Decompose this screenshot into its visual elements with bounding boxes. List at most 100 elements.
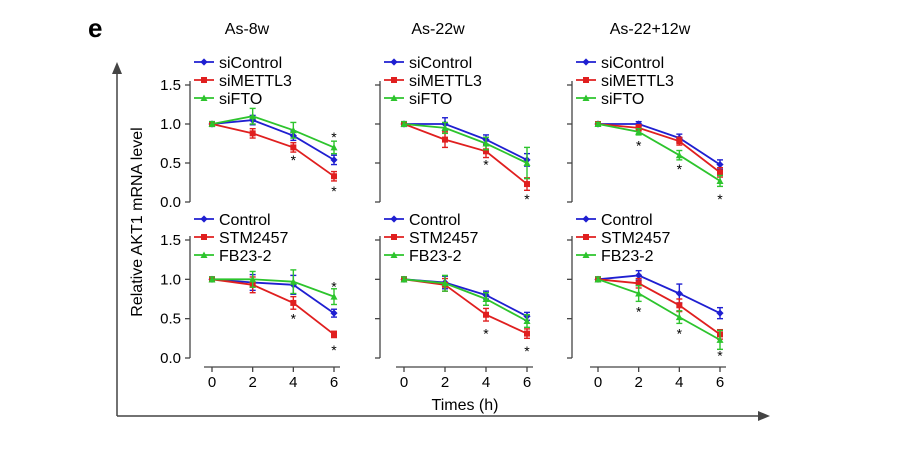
data-point: [524, 181, 530, 188]
data-point: [635, 120, 643, 128]
data-point: [675, 289, 683, 298]
legend-marker: [582, 215, 590, 223]
legend-marker: [390, 215, 398, 223]
data-point: [523, 317, 531, 325]
significance-marker: *: [677, 161, 683, 177]
series-line: [403, 123, 528, 164]
x-axis-title: Times (h): [432, 397, 499, 414]
series-line: [597, 123, 721, 174]
legend-marker: [582, 94, 590, 101]
data-point: [675, 151, 683, 159]
legend-marker: [582, 58, 590, 66]
data-point: [249, 112, 257, 120]
series-line: [403, 123, 528, 185]
outer-y-arrowhead: [112, 62, 122, 74]
data-point: [482, 295, 490, 302]
legend-label: STM2457: [219, 230, 288, 247]
series-line: [597, 123, 721, 182]
data-point: [716, 160, 724, 169]
y-tick-label: 1.0: [160, 116, 181, 133]
series-line: [597, 274, 721, 315]
legend-label: siControl: [409, 55, 472, 72]
x-tick-label: 0: [400, 374, 408, 391]
x-tick-label: 2: [634, 374, 642, 391]
legend-label: FB23-2: [601, 248, 654, 265]
data-point: [331, 173, 337, 180]
data-point: [635, 271, 643, 279]
data-point: [441, 124, 449, 131]
data-point: [635, 289, 643, 297]
data-point: [290, 299, 297, 306]
data-point: [441, 279, 449, 287]
significance-marker: *: [524, 343, 530, 359]
x-tick-label: 0: [594, 374, 602, 391]
outer-axes: [112, 62, 770, 421]
legend-marker: [200, 94, 208, 101]
data-point: [330, 156, 338, 164]
panel-letter: e: [88, 13, 102, 43]
series-FB23-2: FB23-2: [576, 248, 724, 351]
significance-marker: *: [291, 311, 297, 327]
series-FB23-2: FB23-2: [194, 248, 338, 306]
panel-title-1: As-8w: [225, 21, 270, 38]
series-line: [211, 278, 335, 314]
data-point: [289, 278, 297, 285]
data-point: [717, 169, 723, 176]
legend-label: STM2457: [409, 230, 478, 247]
x-tick-label: 4: [482, 374, 490, 391]
data-point: [716, 177, 724, 184]
data-point: [400, 120, 408, 127]
legend-label: Control: [601, 212, 653, 229]
legend-marker: [201, 234, 207, 240]
data-point: [208, 275, 216, 283]
data-point: [330, 293, 338, 300]
data-point: [594, 120, 602, 127]
x-tick-label: 2: [441, 374, 449, 391]
data-point: [483, 148, 489, 155]
data-point: [330, 309, 338, 317]
legend-marker: [200, 215, 208, 223]
y-tick-label: 0.0: [160, 350, 181, 367]
data-point: [524, 330, 530, 337]
data-point: [330, 143, 338, 151]
significance-marker: *: [677, 325, 683, 341]
significance-marker: *: [331, 278, 337, 294]
legend-marker: [391, 77, 397, 83]
y-tick-label: 1.5: [160, 232, 181, 249]
significance-marker: *: [636, 303, 642, 319]
series-Control: Control: [576, 212, 724, 320]
legend-label: siMETTL3: [219, 73, 292, 90]
series-siFTO: siFTO: [576, 91, 724, 188]
significance-marker: *: [483, 156, 489, 172]
significance-marker: *: [331, 129, 337, 145]
significance-marker: *: [717, 347, 723, 363]
legend-marker: [583, 77, 589, 83]
data-point: [289, 126, 297, 134]
significance-marker: *: [331, 183, 337, 199]
panel-title-3: As-22+12w: [610, 21, 691, 38]
x-tick-label: 6: [523, 374, 531, 391]
legend-label: siFTO: [601, 91, 644, 108]
legend-marker: [390, 58, 398, 66]
series-siMETTL3: siMETTL3: [384, 73, 530, 192]
panels: 0.00.51.01.5siControlsiMETTL3siFTO***siC…: [160, 55, 726, 391]
data-point: [249, 130, 256, 137]
data-point: [635, 124, 642, 131]
data-point: [249, 275, 257, 283]
y-axis-title: Relative AKT1 mRNA level: [129, 127, 146, 316]
legend-marker: [391, 234, 397, 240]
legend-label: siFTO: [219, 91, 262, 108]
significance-marker: *: [331, 342, 337, 358]
series-line: [211, 119, 335, 161]
y-tick-label: 1.0: [160, 271, 181, 288]
legend-marker: [583, 234, 589, 240]
outer-x-arrowhead: [758, 411, 770, 421]
series-STM2457: STM2457: [194, 230, 337, 339]
series-line: [211, 278, 335, 336]
series-line: [403, 278, 528, 322]
